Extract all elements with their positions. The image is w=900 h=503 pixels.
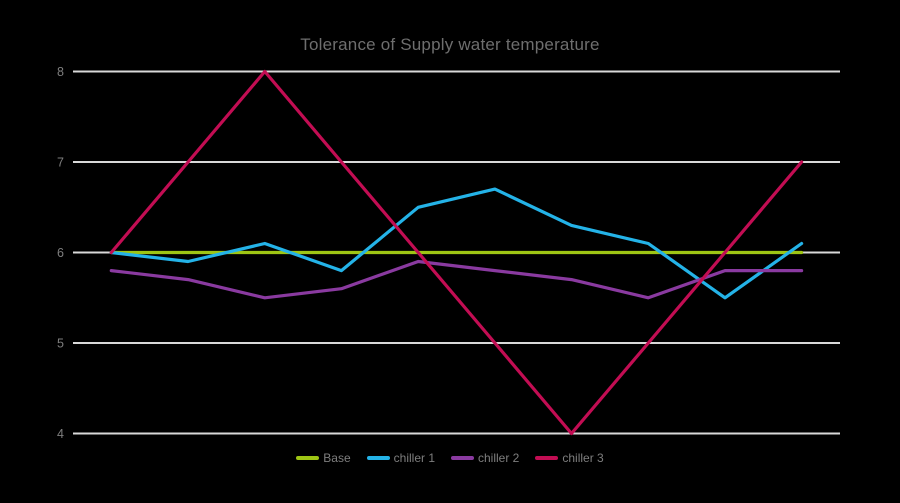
legend-item-chiller-2: chiller 2 xyxy=(451,450,519,466)
legend-swatch-chiller-3-icon xyxy=(535,456,559,460)
legend-label-base: Base xyxy=(323,451,351,465)
legend-item-chiller-1: chiller 1 xyxy=(366,450,435,466)
legend-item-base: Base xyxy=(296,450,351,466)
series-line-chiller-3 xyxy=(109,69,804,436)
y-axis-tick-label: 6 xyxy=(57,246,64,260)
y-axis-tick-label: 7 xyxy=(57,155,64,169)
legend-swatch-base-icon xyxy=(296,456,320,460)
legend: Base chiller 1 chiller 2 chiller 3 xyxy=(0,449,900,467)
legend-swatch-chiller-2-icon xyxy=(451,456,474,460)
legend-label-chiller-3: chiller 3 xyxy=(562,451,604,465)
y-axis-tick-label: 8 xyxy=(57,65,64,79)
legend-swatch-chiller-1-icon xyxy=(366,456,390,460)
series-line-chiller-1 xyxy=(109,187,804,300)
y-axis-tick-label: 5 xyxy=(57,336,64,350)
y-axis-tick-label: 4 xyxy=(57,427,64,441)
chart-title: Tolerance of Supply water temperature xyxy=(300,35,600,54)
series-line-chiller-2 xyxy=(109,259,804,300)
legend-label-chiller-2: chiller 2 xyxy=(478,451,520,465)
legend-item-chiller-3: chiller 3 xyxy=(535,450,604,466)
legend-label-chiller-1: chiller 1 xyxy=(393,451,435,465)
